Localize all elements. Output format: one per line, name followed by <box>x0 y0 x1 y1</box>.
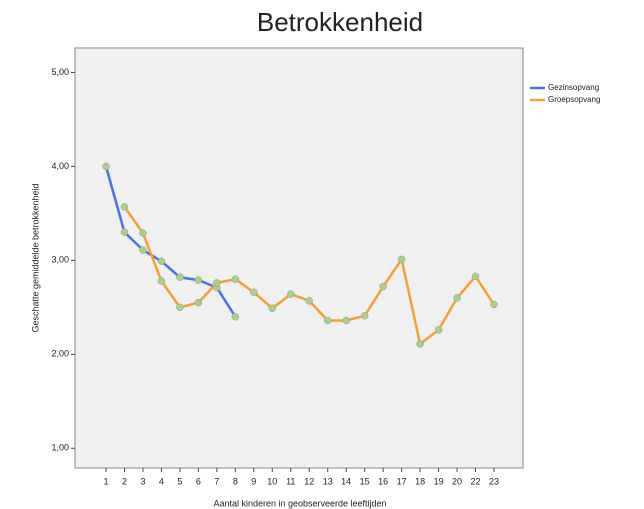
x-axis-label: Aantal kinderen in geobserveerde leeftij… <box>213 498 386 508</box>
x-tick-label: 8 <box>233 476 238 486</box>
point <box>176 273 184 282</box>
y-tick-label: 3,00 <box>51 255 69 265</box>
chart-title: Betrokkenheid <box>257 7 423 37</box>
point <box>157 277 166 285</box>
x-tick-label: 23 <box>489 476 499 486</box>
point <box>342 316 350 325</box>
x-tick-label: 15 <box>360 476 370 486</box>
point <box>379 282 387 291</box>
x-tick-label: 11 <box>286 476 295 486</box>
plot-area <box>74 47 524 469</box>
point <box>120 203 129 211</box>
y-tick-label: 1,00 <box>51 443 69 453</box>
x-tick-label: 17 <box>397 476 407 486</box>
point <box>434 326 443 334</box>
x-tick-label: 16 <box>378 476 388 486</box>
x-tick-label: 4 <box>159 476 164 486</box>
x-tick-label: 7 <box>214 476 219 486</box>
point <box>360 312 369 320</box>
point <box>323 316 332 325</box>
point <box>490 300 498 309</box>
point <box>139 229 147 237</box>
x-tick-label: 12 <box>304 476 314 486</box>
point <box>305 297 313 305</box>
point <box>120 228 129 236</box>
y-tick-label: 5,00 <box>51 67 69 77</box>
x-tick-label: 14 <box>341 476 351 486</box>
point <box>194 276 203 284</box>
point <box>416 340 424 348</box>
x-tick-label: 20 <box>452 476 462 486</box>
point <box>231 275 240 283</box>
y-axis-label: Geschatte gemiddelde betrokkenheid <box>30 183 40 332</box>
point <box>397 255 406 264</box>
point <box>102 162 110 171</box>
point <box>231 312 240 321</box>
x-tick-label: 1 <box>103 476 108 486</box>
x-tick-label: 19 <box>434 476 444 486</box>
legend-label: Groepsopvang <box>548 95 600 104</box>
point <box>453 294 461 302</box>
point <box>213 279 221 287</box>
point <box>250 288 258 297</box>
point <box>471 272 480 281</box>
x-tick-label: 2 <box>122 476 127 486</box>
legend-label: Gezinsopvang <box>548 83 599 92</box>
y-tick-label: 2,00 <box>51 349 69 359</box>
y-tick-label: 4,00 <box>51 161 69 171</box>
point <box>287 290 295 298</box>
x-tick-label: 18 <box>415 476 425 486</box>
x-tick-label: 9 <box>251 476 256 486</box>
x-tick-label: 13 <box>323 476 333 486</box>
x-tick-label: 22 <box>471 476 481 486</box>
x-tick-label: 5 <box>177 476 182 486</box>
x-tick-label: 3 <box>140 476 145 486</box>
point <box>268 304 277 313</box>
x-tick-label: 6 <box>196 476 201 486</box>
point <box>176 303 184 312</box>
point <box>157 257 166 266</box>
x-tick-label: 10 <box>267 476 277 486</box>
point <box>139 246 147 254</box>
point <box>194 298 203 307</box>
